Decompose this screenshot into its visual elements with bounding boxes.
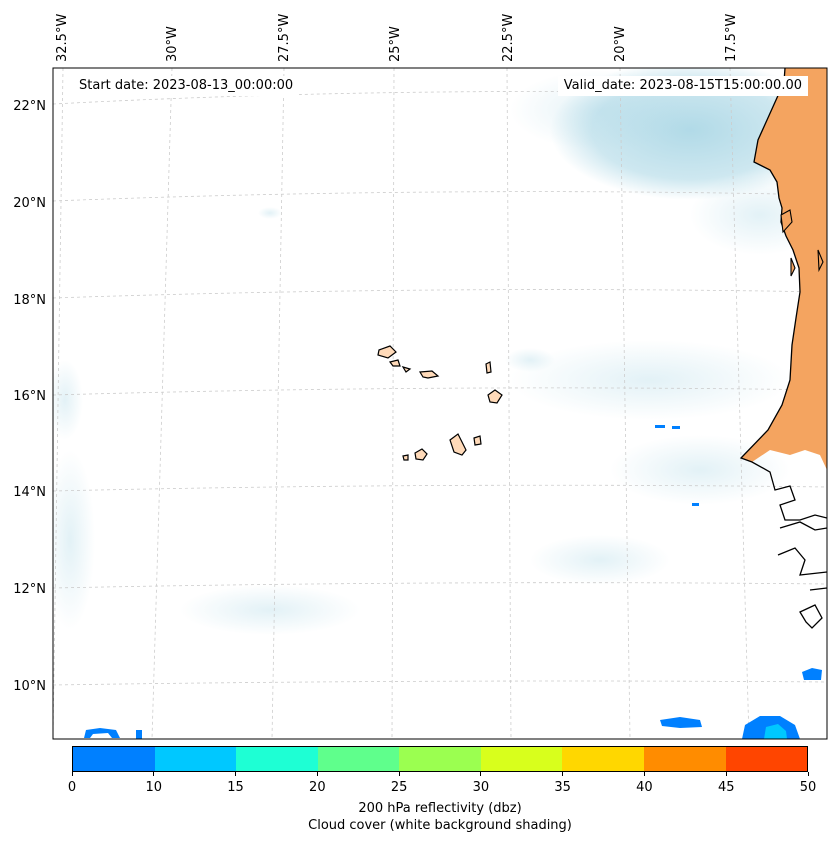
island bbox=[418, 370, 440, 379]
colorbar-segment bbox=[643, 747, 726, 771]
colorbar-segment bbox=[399, 747, 481, 771]
lon-label: 25°W bbox=[388, 26, 403, 62]
latitude-labels: 22°N 20°N 18°N 16°N 14°N 12°N 10°N bbox=[13, 99, 46, 694]
lat-label: 16°N bbox=[13, 389, 46, 404]
lat-label: 20°N bbox=[13, 196, 46, 211]
lat-label: 22°N bbox=[13, 99, 46, 114]
colorbar-tick-label: 45 bbox=[706, 772, 746, 795]
island bbox=[401, 366, 412, 373]
colorbar-tick-label: 40 bbox=[624, 772, 664, 795]
reflectivity-cells bbox=[84, 425, 822, 739]
africa-landmass bbox=[741, 68, 827, 470]
reflectivity-cell bbox=[692, 503, 699, 506]
reflectivity-cell-gap bbox=[90, 733, 112, 738]
island bbox=[414, 448, 428, 461]
reflectivity-cell bbox=[764, 724, 787, 739]
lon-label: 20°W bbox=[613, 26, 628, 62]
start-date-label: Start date: 2023-08-13_00:00:00 bbox=[73, 76, 300, 96]
valid-date-label: Valid_date: 2023-08-15T15:00:00.00 bbox=[557, 76, 808, 96]
lat-label: 18°N bbox=[13, 293, 46, 308]
coastline-detail bbox=[780, 209, 824, 277]
colorbar-segment bbox=[725, 747, 808, 771]
reflectivity-cell bbox=[136, 730, 142, 739]
lat-label: 12°N bbox=[13, 582, 46, 597]
colorbar-ticks: 0 10 15 20 25 30 35 40 45 50 bbox=[68, 772, 816, 796]
colorbar-title: 200 hPa reflectivity (dbz) bbox=[358, 801, 522, 816]
colorbar-subtitle: Cloud cover (white background shading) bbox=[308, 818, 572, 833]
island bbox=[487, 389, 503, 404]
reflectivity-cell bbox=[672, 426, 680, 429]
lat-label: 14°N bbox=[13, 485, 46, 500]
lon-label: 27.5°W bbox=[277, 14, 292, 62]
colorbar-tick-label: 50 bbox=[788, 772, 828, 795]
colorbar-tick-label: 25 bbox=[379, 772, 419, 795]
colorbar bbox=[72, 746, 808, 772]
colorbar-segment bbox=[480, 747, 563, 771]
reflectivity-cell bbox=[660, 717, 702, 728]
lon-label: 22.5°W bbox=[501, 14, 516, 62]
island bbox=[485, 361, 492, 374]
island bbox=[473, 435, 482, 446]
colorbar-segment bbox=[236, 747, 318, 771]
cape-verde-islands bbox=[377, 345, 503, 461]
colorbar-tick-label: 15 bbox=[216, 772, 256, 795]
colorbar-tick-label: 0 bbox=[52, 772, 92, 795]
colorbar-segment bbox=[154, 747, 237, 771]
lat-label: 10°N bbox=[13, 679, 46, 694]
island bbox=[377, 345, 397, 359]
colorbar-tick-label: 20 bbox=[297, 772, 337, 795]
lon-label: 17.5°W bbox=[724, 14, 739, 62]
lon-label: 30°W bbox=[165, 26, 180, 62]
island bbox=[449, 433, 467, 456]
reflectivity-cell bbox=[655, 425, 665, 428]
longitude-labels: 32.5°W 30°W 27.5°W 25°W 22.5°W 20°W 17.5… bbox=[55, 14, 739, 62]
lon-label: 32.5°W bbox=[55, 14, 70, 62]
colorbar-segment bbox=[317, 747, 400, 771]
map-frame bbox=[52, 67, 828, 740]
reflectivity-cell bbox=[802, 668, 822, 680]
colorbar-segment bbox=[562, 747, 644, 771]
coastline bbox=[739, 68, 827, 629]
colorbar-tick-label: 10 bbox=[134, 772, 174, 795]
colorbar-tick-label: 35 bbox=[543, 772, 583, 795]
colorbar-segment bbox=[73, 747, 155, 771]
island bbox=[402, 454, 409, 461]
gridlines bbox=[53, 68, 827, 739]
colorbar-tick-label: 30 bbox=[461, 772, 501, 795]
island bbox=[388, 359, 401, 367]
